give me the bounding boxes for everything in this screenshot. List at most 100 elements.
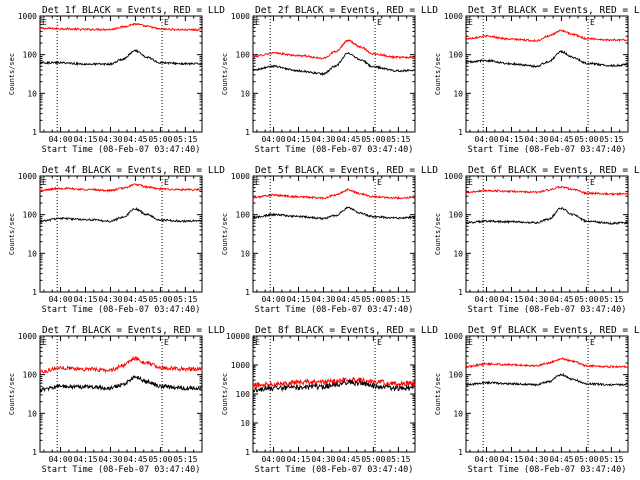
y-tick-label: 1000 [18, 172, 37, 181]
x-tick-label: 05:00 [148, 135, 172, 144]
e-marker-label: E [255, 338, 260, 347]
y-tick-label: 1 [32, 288, 37, 297]
x-tick-label: 04:30 [524, 135, 548, 144]
panel-title: Det 8f BLACK = Events, RED = LLD [255, 325, 438, 336]
e-marker-label: E [164, 178, 169, 187]
y-tick-label: 100 [23, 371, 38, 380]
y-tick-label: 1 [245, 128, 250, 137]
plot-frame [39, 15, 203, 133]
y-tick-label: 10 [27, 249, 37, 258]
x-tick-label: 04:45 [336, 135, 360, 144]
panel-title: Det 5f BLACK = Events, RED = LLD [255, 165, 438, 176]
event-rate-line [39, 375, 203, 393]
panel-title: Det 2f BLACK = Events, RED = LLD [255, 5, 438, 16]
lld-rate-line [39, 355, 203, 375]
x-tick-label: 05:00 [148, 295, 172, 304]
y-axis-label: Counts/sec [8, 373, 16, 415]
x-tick-label: 05:00 [574, 455, 598, 464]
panel-6: Det 6f BLACK = Events, RED = LLD 1 10 100 10… [434, 165, 640, 315]
y-tick-label: 1 [32, 128, 37, 137]
x-tick-label: 04:15 [73, 455, 97, 464]
y-tick-label: 1000 [18, 332, 37, 341]
e-marker-label: E [42, 18, 47, 27]
x-tick-label: 05:00 [574, 135, 598, 144]
y-tick-label: 1000 [444, 12, 463, 21]
lld-rate-line [465, 29, 629, 43]
x-tick-label: 05:15 [173, 455, 197, 464]
plot-frame [465, 15, 629, 133]
panel-2: Det 2f BLACK = Events, RED = LLD 1 10 100 10… [221, 5, 438, 155]
x-axis-label: Start Time (08-Feb-07 03:47:40) [255, 305, 414, 315]
x-tick-label: 04:30 [98, 455, 122, 464]
y-tick-label: 1000 [231, 361, 250, 370]
lld-rate-line [252, 39, 416, 60]
y-tick-label: 10 [240, 249, 250, 258]
y-tick-label: 1 [458, 448, 463, 457]
y-axis-label: Counts/sec [221, 53, 229, 95]
y-tick-label: 100 [236, 211, 251, 220]
plot-frame [39, 175, 203, 293]
y-axis-label: Counts/sec [8, 53, 16, 95]
y-tick-label: 10 [27, 89, 37, 98]
e-marker-label: E [164, 338, 169, 347]
x-axis-label: Start Time (08-Feb-07 03:47:40) [42, 305, 201, 315]
y-tick-label: 1 [245, 448, 250, 457]
x-tick-label: 04:45 [123, 455, 147, 464]
x-tick-label: 04:15 [73, 295, 97, 304]
x-tick-label: 04:30 [524, 295, 548, 304]
lld-rate-line [39, 22, 203, 32]
x-tick-label: 04:00 [474, 135, 498, 144]
x-tick-label: 04:45 [123, 295, 147, 304]
y-axis-label: Counts/sec [434, 213, 442, 255]
y-tick-label: 1000 [231, 12, 250, 21]
x-axis-label: Start Time (08-Feb-07 03:47:40) [468, 305, 627, 315]
x-tick-label: 05:00 [361, 455, 385, 464]
y-tick-label: 100 [449, 371, 464, 380]
e-marker-label: E [590, 18, 595, 27]
plot-frame [252, 335, 416, 453]
y-tick-label: 10000 [226, 332, 250, 341]
e-marker-label: E [164, 18, 169, 27]
panel-3: Det 3f BLACK = Events, RED = LLD 1 10 100 10… [434, 5, 640, 155]
event-rate-line [465, 372, 629, 387]
x-tick-label: 04:00 [48, 295, 72, 304]
x-tick-label: 04:45 [336, 295, 360, 304]
panel-title: Det 7f BLACK = Events, RED = LLD [42, 325, 225, 336]
x-tick-label: 05:15 [599, 135, 623, 144]
event-rate-line [465, 206, 629, 225]
x-axis-label: Start Time (08-Feb-07 03:47:40) [42, 465, 201, 475]
panel-4: Det 4f BLACK = Events, RED = LLD 1 10 100 10… [8, 165, 225, 315]
x-tick-label: 04:45 [549, 455, 573, 464]
x-axis-label: Start Time (08-Feb-07 03:47:40) [468, 465, 627, 475]
x-axis-label: Start Time (08-Feb-07 03:47:40) [255, 145, 414, 155]
y-tick-label: 100 [23, 211, 38, 220]
x-tick-label: 04:45 [549, 295, 573, 304]
event-rate-line [39, 207, 203, 224]
y-tick-label: 100 [236, 51, 251, 60]
x-tick-label: 04:30 [98, 135, 122, 144]
y-tick-label: 10 [453, 249, 463, 258]
x-tick-label: 04:30 [98, 295, 122, 304]
lld-rate-line [252, 376, 416, 389]
x-tick-label: 04:30 [311, 135, 335, 144]
plot-frame [39, 335, 203, 453]
y-tick-label: 10 [453, 409, 463, 418]
x-tick-label: 04:30 [524, 455, 548, 464]
e-marker-label: E [42, 178, 47, 187]
x-tick-label: 05:15 [386, 135, 410, 144]
event-rate-line [252, 378, 416, 393]
y-tick-label: 100 [236, 390, 251, 399]
plot-frame [465, 175, 629, 293]
panel-title: Det 4f BLACK = Events, RED = LLD [42, 165, 225, 176]
panel-8: Det 8f BLACK = Events, RED = LLD 1 10 100 10… [221, 325, 438, 475]
x-tick-label: 04:15 [499, 455, 523, 464]
x-tick-label: 04:15 [73, 135, 97, 144]
x-tick-label: 04:00 [261, 135, 285, 144]
panel-title: Det 6f BLACK = Events, RED = LLD [468, 165, 640, 176]
y-axis-label: Counts/sec [434, 53, 442, 95]
x-tick-label: 05:15 [386, 455, 410, 464]
x-tick-label: 05:00 [574, 295, 598, 304]
x-tick-label: 05:15 [599, 455, 623, 464]
y-tick-label: 100 [449, 51, 464, 60]
